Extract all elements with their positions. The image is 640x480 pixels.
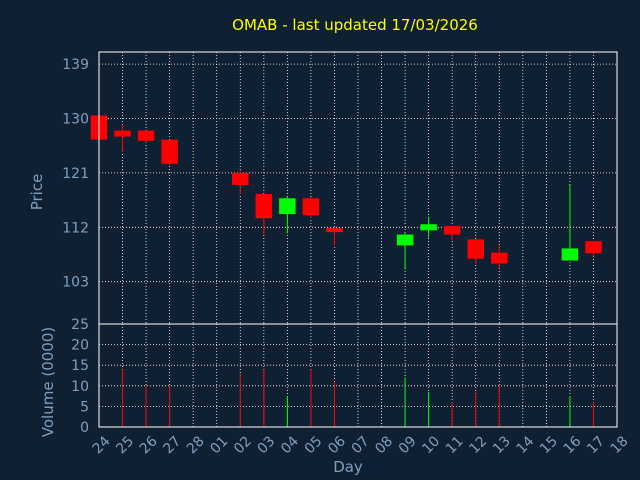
volume-tick-label: 0	[80, 420, 89, 436]
x-tick-label: 06	[325, 433, 349, 457]
candlestick-series	[90, 115, 602, 270]
x-tick-labels: 24 25 26 27 28 01 02 03 04 05 06 07 08 09 10 11 12 13 14 15…	[90, 433, 632, 457]
candle-body	[585, 241, 602, 254]
candle-body	[561, 248, 579, 261]
price-tick-label: 112	[62, 220, 89, 236]
x-tick-label: 14	[514, 433, 538, 457]
price-tick-label: 139	[62, 57, 89, 73]
x-tick-label: 02	[231, 433, 255, 457]
volume-grid	[98, 323, 618, 428]
candle-body	[491, 252, 508, 264]
x-tick-label: 27	[160, 433, 184, 457]
candle-body	[302, 198, 320, 216]
x-tick-label: 24	[90, 433, 114, 457]
x-tick-label: 12	[466, 433, 490, 457]
candle-body	[467, 239, 484, 259]
x-tick-label: 13	[490, 433, 514, 457]
x-tick-label: 17	[584, 433, 608, 457]
x-axis-label: Day	[333, 458, 363, 476]
volume-axis-label: Volume (0000)	[39, 327, 57, 437]
x-tick-label: 09	[396, 433, 420, 457]
x-tick-label: 01	[207, 433, 231, 457]
candle-body	[420, 224, 437, 231]
volume-tick-label: 25	[71, 317, 89, 333]
x-tick-label: 11	[443, 433, 467, 457]
candle-body	[279, 198, 296, 214]
volume-tick-label: 20	[71, 338, 89, 354]
volume-tick-label: 5	[80, 399, 89, 415]
candle-body	[232, 172, 249, 185]
x-tick-label: 03	[255, 433, 279, 457]
x-tick-label: 05	[302, 433, 326, 457]
x-tick-label: 28	[184, 433, 208, 457]
x-tick-label: 04	[278, 433, 302, 457]
x-tick-label: 16	[561, 433, 585, 457]
volume-tick-label: 15	[71, 358, 89, 374]
candle-body	[396, 234, 414, 246]
chart-title: OMAB - last updated 17/03/2026	[232, 16, 478, 34]
candle-body	[137, 130, 155, 141]
volume-series	[122, 369, 594, 427]
x-tick-label: 07	[349, 433, 373, 457]
price-grid	[98, 52, 618, 324]
x-tick-label: 15	[537, 433, 561, 457]
x-tick-label: 08	[372, 433, 396, 457]
x-tick-label: 26	[137, 433, 161, 457]
price-tick-label: 103	[62, 275, 89, 291]
price-tick-labels: 103 112 121 130 139	[62, 57, 89, 291]
volume-tick-label: 10	[71, 379, 89, 395]
candle-body	[443, 226, 461, 235]
volume-plot-frame	[98, 323, 618, 428]
price-tick-label: 121	[62, 166, 89, 182]
candle-body	[161, 139, 178, 164]
candle-body	[255, 194, 273, 219]
x-tick-label: 10	[419, 433, 443, 457]
x-tick-label: 25	[113, 433, 137, 457]
candle-body	[114, 130, 131, 137]
candle-body	[326, 227, 343, 233]
volume-tick-labels: 0 5 10 15 20 25	[71, 317, 89, 436]
price-tick-label: 130	[62, 111, 89, 127]
x-tick-label: 18	[608, 433, 632, 457]
y-axis-label: Price	[28, 174, 46, 211]
